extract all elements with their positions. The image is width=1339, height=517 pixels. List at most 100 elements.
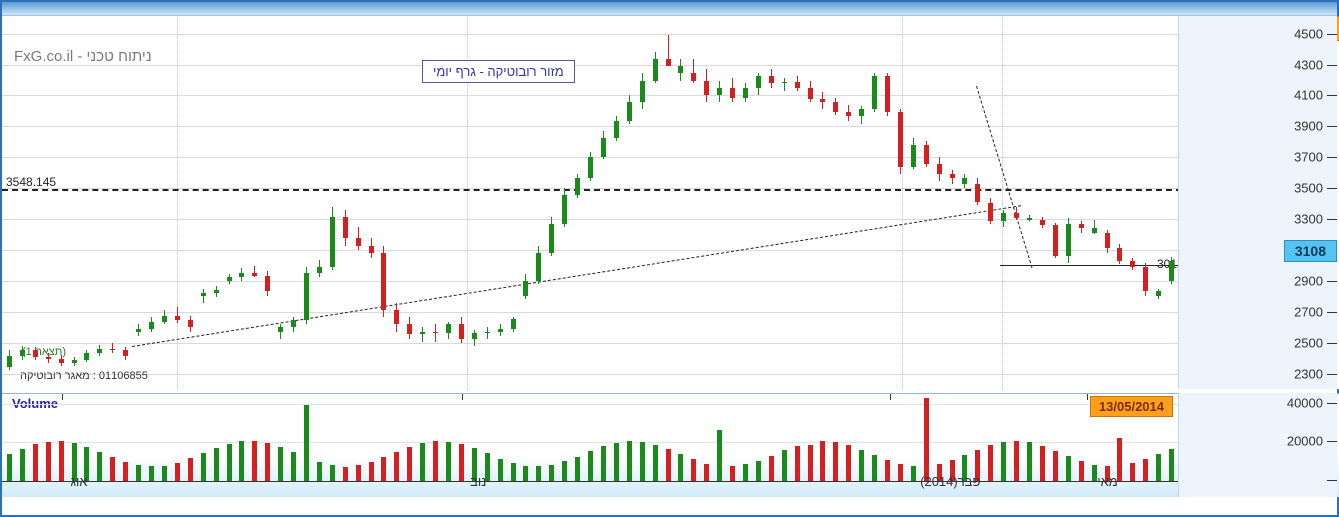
volume-bar [278, 447, 283, 481]
y-tick-3700: 3700 [1294, 150, 1323, 165]
volume-bar [356, 465, 361, 481]
volume-bar [33, 444, 38, 481]
volume-bar [666, 449, 671, 481]
volume-bar [227, 444, 232, 481]
volume-series [7, 394, 1182, 481]
volume-bar [653, 445, 658, 481]
volume-bar [20, 449, 25, 481]
volume-bar [162, 466, 167, 481]
volume-bar [304, 405, 309, 481]
y-tick-2900: 2900 [1294, 274, 1323, 289]
volume-bar [369, 462, 374, 481]
current-price-badge: 3108 [1284, 240, 1337, 262]
volume-chart-panel: Volume 13/05/2014 אוג נוב פבר(2014) מאי [2, 393, 1339, 497]
volume-bar [110, 457, 115, 481]
vol-tick-20000: 20000 [1287, 434, 1323, 449]
x-tick-aug: אוג [71, 474, 88, 489]
volume-bar [911, 466, 916, 481]
volume-bar [420, 443, 425, 481]
volume-bar [1001, 442, 1006, 481]
volume-bar [1027, 442, 1032, 481]
y-tick-2700: 2700 [1294, 305, 1323, 320]
volume-bar [782, 450, 787, 481]
volume-bar [136, 465, 141, 481]
volume-bar [407, 447, 412, 481]
volume-bar [317, 462, 322, 481]
volume-bar [459, 444, 464, 481]
volume-bar [1092, 465, 1097, 481]
y-tick-2500: 2500 [1294, 336, 1323, 351]
volume-bar [330, 465, 335, 481]
volume-bar [717, 430, 722, 481]
candlestick-series [7, 16, 1182, 389]
volume-bar [123, 462, 128, 481]
volume-bar [265, 443, 270, 481]
volume-bar [59, 441, 64, 481]
volume-bar [562, 461, 567, 481]
volume-bar [820, 441, 825, 481]
volume-bar [872, 455, 877, 481]
y-tick-4500: 4500 [1294, 27, 1323, 42]
volume-bar [1053, 451, 1058, 481]
volume-bar [1079, 461, 1084, 481]
price-chart-panel: ניתוח טכני - FxG.co.il מזור רובוטיקה - ג… [2, 16, 1339, 389]
y-tick-3300: 3300 [1294, 212, 1323, 227]
volume-bar [291, 452, 296, 481]
price-axis-panel: 4500 4300 4100 3900 3700 3500 3300 3100 … [1178, 16, 1337, 389]
x-tick-nov: נוב [470, 474, 486, 489]
volume-bar [756, 461, 761, 481]
volume-bar [743, 464, 748, 481]
volume-bar [1169, 449, 1174, 481]
volume-bar [1117, 438, 1122, 482]
volume-bar [239, 441, 244, 481]
volume-bar [1156, 454, 1161, 481]
chart-window: ניתוח טכני - FxG.co.il מזור רובוטיקה - ג… [0, 0, 1339, 517]
volume-bar [859, 450, 864, 481]
volume-bar [588, 451, 593, 481]
volume-bar [343, 467, 348, 482]
volume-baseline [2, 481, 1182, 482]
volume-bar [1040, 446, 1045, 481]
volume-bar [498, 459, 503, 481]
volume-bar [446, 442, 451, 481]
volume-bar [627, 441, 632, 481]
volume-bar [1143, 459, 1148, 481]
volume-bar [252, 441, 257, 481]
volume-bar [704, 464, 709, 481]
volume-bar [433, 441, 438, 481]
volume-axis-panel: 40000 20000 [1178, 393, 1337, 497]
volume-bar [7, 454, 12, 481]
volume-bar [381, 457, 386, 481]
volume-bar [678, 454, 683, 481]
vol-tick-40000: 40000 [1287, 396, 1323, 411]
volume-bar [614, 443, 619, 481]
volume-bar [1130, 463, 1135, 481]
volume-bar [188, 458, 193, 481]
volume-bar [833, 442, 838, 481]
y-tick-4100: 4100 [1294, 88, 1323, 103]
y-tick-3900: 3900 [1294, 119, 1323, 134]
volume-bar [575, 457, 580, 481]
volume-bar [795, 446, 800, 481]
volume-bar [394, 452, 399, 481]
volume-bar [846, 445, 851, 481]
volume-bar [808, 445, 813, 481]
volume-bar [988, 445, 993, 481]
volume-bar [1066, 456, 1071, 481]
top-gradient-bar [2, 2, 1337, 16]
volume-bar [201, 453, 206, 481]
volume-bar [536, 466, 541, 481]
volume-bar [898, 464, 903, 481]
x-tick-may: מאי [1097, 474, 1117, 489]
volume-bar [924, 398, 929, 481]
x-tick-feb: פבר(2014) [920, 474, 980, 489]
volume-bar [885, 460, 890, 481]
volume-bar [175, 463, 180, 481]
volume-bar [640, 442, 645, 481]
volume-bar [523, 466, 528, 481]
volume-bar [769, 456, 774, 481]
volume-bar [601, 446, 606, 481]
volume-bar [149, 466, 154, 481]
volume-bar [549, 465, 554, 481]
volume-bar [97, 452, 102, 481]
